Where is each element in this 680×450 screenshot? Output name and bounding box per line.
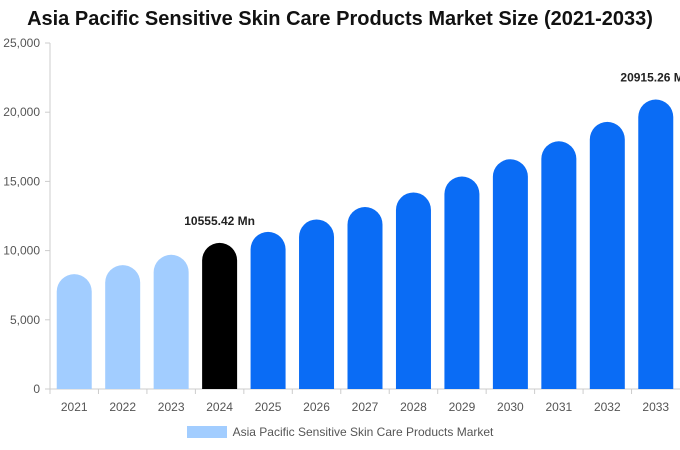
x-tick-label: 2024 [206,400,233,414]
legend-label: Asia Pacific Sensitive Skin Care Product… [232,425,494,439]
y-tick-label: 15,000 [3,174,40,188]
x-tick-label: 2027 [352,400,379,414]
x-tick-label: 2028 [400,400,427,414]
data-label: 10555.42 Mn [184,214,255,228]
bar-2030 [492,159,528,389]
chart-title: Asia Pacific Sensitive Skin Care Product… [27,8,653,30]
x-tick-label: 2029 [449,400,476,414]
x-tick-label: 2023 [158,400,185,414]
y-tick-label: 0 [33,382,40,396]
x-tick-label: 2026 [303,400,330,414]
data-labels: 10555.42 Mn 20915.26 Mn [184,71,680,228]
y-tick-label: 5,000 [10,313,40,327]
x-axis: 2021 2022 2023 2024 2025 2026 2027 2028 2029 2030… [49,388,680,414]
bar-2021 [56,274,92,389]
y-tick-label: 20,000 [3,105,40,119]
bar-2026 [299,219,335,389]
x-tick-label: 2021 [61,400,88,414]
bar-2031 [541,141,577,389]
y-axis: 0 5,000 10,000 15,000 20,000 25,000 [3,36,51,396]
y-tick-label: 10,000 [3,244,40,258]
x-tick-label: 2033 [642,400,669,414]
x-tick-label: 2022 [109,400,136,414]
legend: Asia Pacific Sensitive Skin Care Product… [0,425,680,439]
legend-swatch [186,426,227,438]
bar-2025 [250,231,286,389]
bars [56,99,674,389]
x-tick-label: 2030 [497,400,524,414]
bar-2024 [202,242,238,389]
bar-2023 [153,254,189,389]
bar-2033 [638,99,674,389]
y-tick-label: 25,000 [3,36,40,50]
bar-2032 [589,121,625,389]
bar-2022 [105,265,141,389]
x-tick-label: 2032 [594,400,621,414]
x-tick-label: 2031 [545,400,572,414]
bar-2028 [395,192,431,389]
bar-2029 [444,176,480,389]
bar-2027 [347,207,383,389]
x-tick-label: 2025 [255,400,282,414]
data-label: 20915.26 Mn [620,71,680,85]
